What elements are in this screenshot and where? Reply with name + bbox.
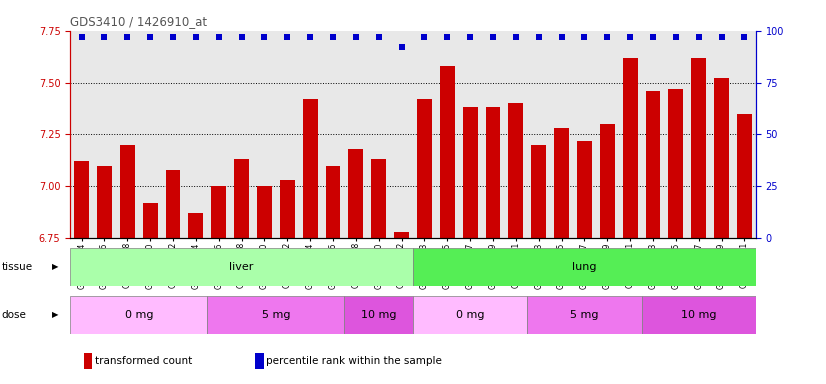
Bar	[325, 166, 340, 238]
Text: ▶: ▶	[52, 310, 59, 319]
Bar	[207, 296, 344, 334]
Bar	[280, 180, 295, 238]
Bar	[413, 296, 527, 334]
Bar	[668, 89, 683, 238]
Bar	[255, 353, 263, 369]
Bar	[646, 91, 660, 238]
Text: 5 mg: 5 mg	[570, 310, 599, 320]
Bar	[691, 58, 706, 238]
Bar	[303, 99, 317, 238]
Bar	[166, 170, 180, 238]
Text: 0 mg: 0 mg	[125, 310, 153, 320]
Bar	[394, 232, 409, 238]
Bar	[97, 166, 112, 238]
Bar	[531, 145, 546, 238]
Bar	[623, 58, 638, 238]
Text: 10 mg: 10 mg	[361, 310, 396, 320]
Bar	[120, 145, 135, 238]
Text: lung: lung	[572, 262, 596, 272]
Bar	[188, 213, 203, 238]
Bar	[413, 248, 756, 286]
Bar	[554, 128, 569, 238]
Bar	[344, 296, 413, 334]
Text: dose: dose	[2, 310, 26, 320]
Text: 5 mg: 5 mg	[262, 310, 290, 320]
Text: GDS3410 / 1426910_at: GDS3410 / 1426910_at	[70, 15, 207, 28]
Text: 0 mg: 0 mg	[456, 310, 484, 320]
Bar	[527, 296, 642, 334]
Bar	[577, 141, 591, 238]
Bar	[211, 186, 226, 238]
Bar	[70, 296, 207, 334]
Bar	[74, 161, 89, 238]
Bar	[143, 203, 158, 238]
Text: percentile rank within the sample: percentile rank within the sample	[266, 356, 442, 366]
Bar	[235, 159, 249, 238]
Bar	[70, 248, 413, 286]
Bar	[737, 114, 752, 238]
Bar	[257, 186, 272, 238]
Text: 10 mg: 10 mg	[681, 310, 716, 320]
Text: transformed count: transformed count	[95, 356, 192, 366]
Bar	[417, 99, 432, 238]
Bar	[642, 296, 756, 334]
Text: liver: liver	[230, 262, 254, 272]
Bar	[463, 108, 477, 238]
Text: ▶: ▶	[52, 262, 59, 271]
Bar	[714, 78, 729, 238]
Bar	[600, 124, 615, 238]
Bar	[349, 149, 363, 238]
Bar	[486, 108, 501, 238]
Bar	[84, 353, 93, 369]
Bar	[440, 66, 454, 238]
Text: tissue: tissue	[2, 262, 33, 272]
Bar	[372, 159, 386, 238]
Bar	[509, 103, 523, 238]
